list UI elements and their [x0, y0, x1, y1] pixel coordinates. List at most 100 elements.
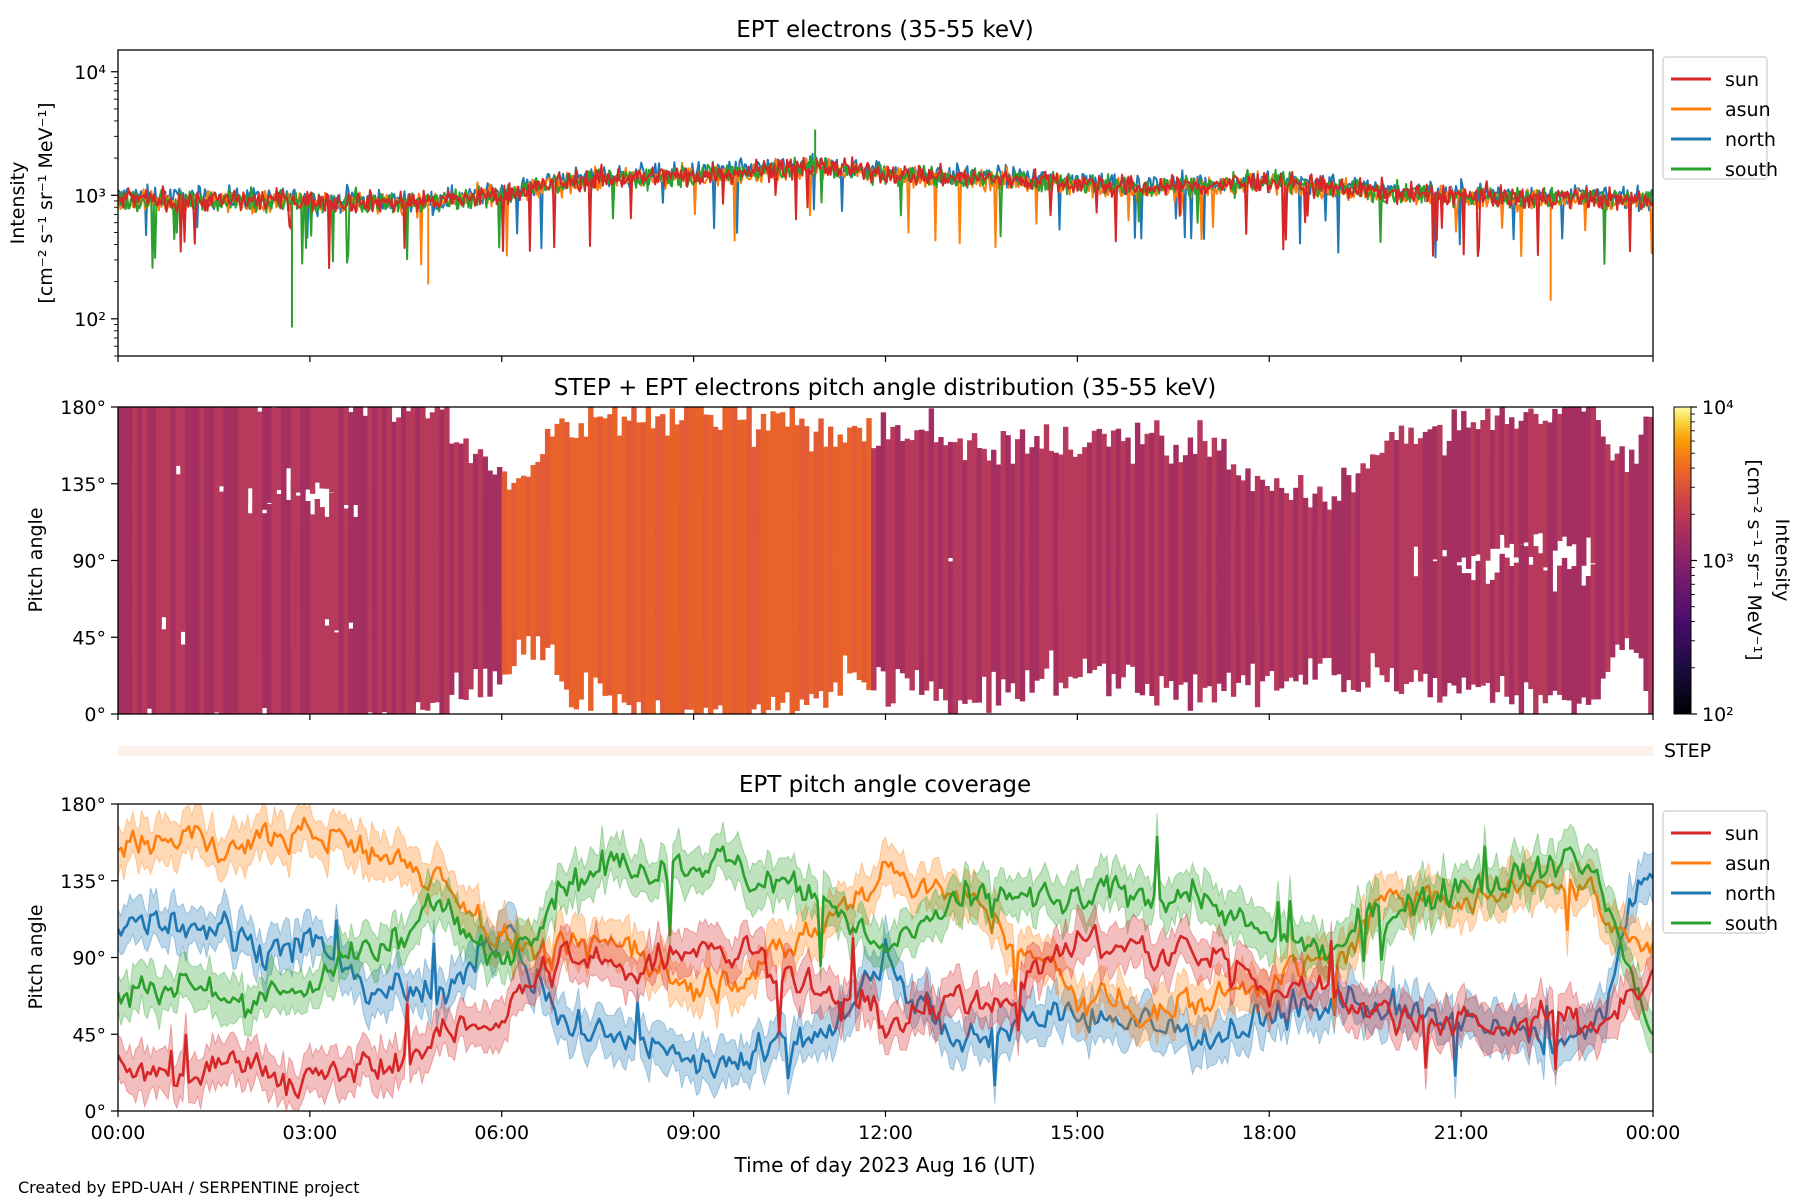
heatmap-cell — [1288, 580, 1294, 678]
heatmap-cell — [391, 421, 397, 521]
heatmap-cell — [266, 407, 273, 503]
heatmap-cell — [151, 631, 157, 714]
heatmap-cell — [1187, 437, 1194, 558]
heatmap-cell — [1585, 407, 1592, 538]
heatmap-cell — [1274, 478, 1280, 582]
heatmap-cell — [300, 525, 306, 644]
heatmap-cell — [837, 558, 843, 696]
heatmap-cell — [213, 617, 220, 713]
heatmap-cell — [309, 407, 316, 494]
heatmap-cell — [1489, 434, 1496, 528]
heatmap-cell — [1374, 577, 1381, 668]
heatmap-cell — [919, 447, 925, 587]
heatmap-cell — [1163, 576, 1170, 688]
heatmap-cell — [933, 582, 939, 701]
heatmap-cell — [732, 407, 738, 521]
heatmap-cell — [463, 480, 469, 572]
heatmap-cell — [137, 542, 143, 657]
heatmap-cell — [674, 595, 680, 714]
heatmap-cell — [612, 592, 618, 714]
heatmap-cell — [1581, 411, 1587, 505]
heatmap-cell — [1240, 480, 1246, 583]
panel2-ylabel-text: Pitch angle — [25, 507, 47, 612]
heatmap-cell — [1072, 538, 1078, 679]
heatmap-cell — [1125, 437, 1131, 541]
heatmap-cell — [1082, 447, 1088, 551]
heatmap-cell — [1163, 455, 1170, 548]
heatmap-cell — [1130, 463, 1136, 557]
heatmap-cell — [1504, 562, 1510, 697]
heatmap-cell — [482, 498, 488, 608]
heatmap-cell — [971, 437, 978, 571]
heatmap-cell — [943, 596, 949, 701]
heatmap-cell — [1197, 572, 1203, 703]
heatmap-cell — [760, 413, 767, 538]
panel2-ylabel: Pitch angle — [25, 507, 47, 612]
heatmap-cell — [1154, 579, 1160, 706]
heatmap-cell — [559, 418, 565, 560]
heatmap-cell — [679, 533, 685, 630]
heatmap-cell — [866, 474, 872, 596]
heatmap-cell — [472, 467, 479, 607]
heatmap-cell — [530, 465, 536, 602]
heatmap-cell — [1278, 487, 1285, 599]
heatmap-cell — [1441, 455, 1448, 548]
heatmap-cell — [396, 603, 402, 714]
heatmap-cell — [146, 616, 153, 709]
heatmap-cell — [1317, 486, 1323, 585]
heatmap-cell — [1226, 566, 1232, 673]
heatmap-cell — [1619, 490, 1625, 609]
heatmap-cell — [429, 553, 436, 650]
heatmap-cell — [727, 612, 733, 714]
x-tick-label: 21:00 — [1434, 1122, 1489, 1144]
heatmap-cell — [1096, 428, 1102, 557]
heatmap-cell — [1475, 429, 1481, 555]
heatmap-cell — [1312, 578, 1318, 680]
heatmap-cell — [1365, 550, 1371, 674]
heatmap-cell — [189, 612, 196, 714]
heatmap-cell — [444, 538, 450, 656]
heatmap-cell — [285, 525, 292, 639]
heatmap-cell — [1576, 597, 1582, 688]
heatmap-cell — [247, 626, 253, 714]
heatmap-cell — [1408, 549, 1414, 683]
panel1-yaxis: 10² 10³ 10⁴ — [74, 62, 118, 357]
panel2-frame — [117, 406, 1654, 715]
heatmap-cell — [501, 521, 508, 619]
heatmap-cell — [674, 521, 680, 634]
heatmap-cell — [741, 526, 747, 618]
heatmap-cell — [377, 407, 383, 506]
heatmap-cell — [156, 526, 162, 624]
heatmap-cell — [276, 535, 282, 679]
heatmap-cell — [1576, 407, 1582, 524]
heatmap-cell — [343, 526, 349, 621]
heatmap-cell — [674, 424, 680, 551]
heatmap-cell — [1633, 463, 1640, 566]
heatmap-cell — [832, 548, 839, 683]
heatmap-cell — [1034, 554, 1040, 681]
panel2-title: STEP + EPT electrons pitch angle distrib… — [554, 375, 1216, 401]
heatmap-cell — [722, 503, 728, 643]
heatmap-cell — [779, 412, 786, 553]
heatmap-cell — [832, 446, 839, 548]
heatmap-cell — [1206, 456, 1213, 565]
heatmap-cell — [511, 519, 517, 620]
heatmap-cell — [175, 618, 181, 714]
heatmap-cell — [847, 545, 853, 652]
heatmap-cell — [1605, 444, 1611, 574]
heatmap-cell — [1561, 417, 1568, 522]
heatmap-cell — [372, 407, 378, 526]
panel1-legend: sun asun north south — [1662, 56, 1778, 181]
heatmap-cell — [655, 603, 661, 701]
heatmap-cell — [1096, 549, 1102, 667]
heatmap-cell — [420, 467, 426, 588]
heatmap-cell — [578, 423, 584, 549]
heatmap-cell — [463, 503, 469, 645]
heatmap-cell — [213, 537, 220, 661]
heatmap-cell — [976, 448, 983, 571]
heatmap-cell — [688, 529, 695, 658]
heatmap-cell — [429, 442, 436, 586]
heatmap-cell — [1346, 563, 1352, 681]
heatmap-cell — [1446, 448, 1453, 551]
heatmap-cell — [1062, 426, 1069, 561]
